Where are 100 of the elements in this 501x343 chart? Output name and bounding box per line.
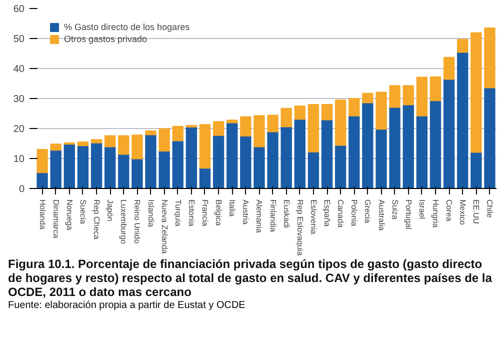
bar [199,124,211,169]
y-tick-label: 60 [13,4,25,15]
bar [104,135,116,148]
x-tick-label: Francia [200,200,210,227]
bar [348,115,360,188]
y-tick-label: 30 [13,94,25,105]
y-tick-label: 0 [18,184,25,195]
bar [430,76,442,102]
bar [240,136,252,188]
x-tick-label: Belgica [214,200,224,226]
x-tick-label: Euskadi [282,200,291,228]
source-note: Fuente: elaboración propia a partir de Eustat y OCDE [8,299,246,314]
bar [362,102,374,188]
bar [118,154,130,188]
bar [172,140,184,188]
bar [470,152,482,188]
x-tick-label: Chile [485,200,494,218]
bar [416,76,428,116]
bar [132,134,143,160]
x-tick-label: Hungria [430,200,440,228]
x-tick-label: Alemania [254,200,264,234]
bar [199,168,211,188]
x-tick-label: Grecia [363,200,372,224]
bar [457,38,468,53]
bar [443,56,455,80]
x-tick-label: Rep Eslovaquia [295,200,304,256]
y-tick-label: 20 [13,124,25,135]
bar [64,144,75,188]
bar [280,108,292,128]
bar [267,131,278,188]
bar [226,120,238,124]
x-tick-label: Suiza [390,200,400,220]
bar [226,122,238,188]
legend-label: % Gasto directo de los hogares [64,22,190,32]
bar [389,85,400,108]
bar [172,126,184,142]
bar [362,92,374,104]
x-tick-label: Polonia [350,200,359,227]
x-tick-label: EE.UU [472,200,481,224]
x-tick-label: Finlandia [268,200,278,233]
bar [334,144,346,188]
x-tick-label: Japón [106,200,115,222]
x-tick-label: Noruega [64,200,74,231]
legend-label: Otros gastos privado [64,34,148,44]
bar [280,126,292,188]
x-tick-label: Eslovenia [308,200,318,235]
bar [212,134,224,188]
x-tick-label: Luxemburgo [119,200,128,245]
bar [321,119,333,188]
bar [50,144,62,151]
text: Figura 10.1. Porcentaje de financiación privada según tipos de gasto (gasto directo de hogares y resto) respecto al total de gasto en salud. CAV y diferentes países de la OCDE, 2011 o dato mas cercano [8,257,493,300]
bar [334,100,346,146]
x-tick-label: Holanda [38,200,47,230]
x-tick-label: España [322,200,332,228]
x-tick-label: Dinamarca [51,200,60,239]
x-tick-label: Israel [417,200,426,220]
x-tick-label: Italia [228,200,237,217]
bar [104,146,116,188]
y-tick-label: 40 [13,64,25,75]
bar [186,126,198,188]
bar [376,128,387,188]
x-tick-label: Suecia [78,200,88,225]
bar [430,100,442,188]
bar [402,104,414,188]
bar [158,128,170,152]
bar [240,116,252,136]
x-tick-label: Estonia [186,200,196,227]
x-tick-label: Canada [336,200,346,228]
x-tick-label: Islandia [146,200,156,228]
x-tick-label: Nueva Zelanda [160,200,169,254]
bar [416,115,428,188]
bar [389,106,400,188]
bar [267,114,278,132]
bar [90,139,102,144]
bar [376,92,387,130]
bar [321,104,333,120]
bar [348,98,360,116]
bar [77,142,89,146]
bar [294,106,306,120]
bar [308,104,320,152]
bar [77,145,89,188]
bar [132,158,143,188]
x-tick-label: Turquia [173,200,182,227]
bar [50,150,62,188]
y-tick-label: 10 [13,154,25,165]
bar [484,87,496,188]
bar [118,135,130,155]
bar [145,134,156,188]
x-tick-label: Rep Checa [92,200,102,240]
x-tick-label: Australia [376,200,386,232]
bar [308,151,320,188]
y-tick-label: 50 [13,34,25,45]
x-tick-label: Austria [241,200,250,225]
bar [212,121,224,136]
bar [470,32,482,153]
bar [36,149,48,174]
bar [402,85,414,106]
x-tick-label: Portugal [404,200,413,230]
bar [443,78,455,188]
bar [145,130,156,136]
